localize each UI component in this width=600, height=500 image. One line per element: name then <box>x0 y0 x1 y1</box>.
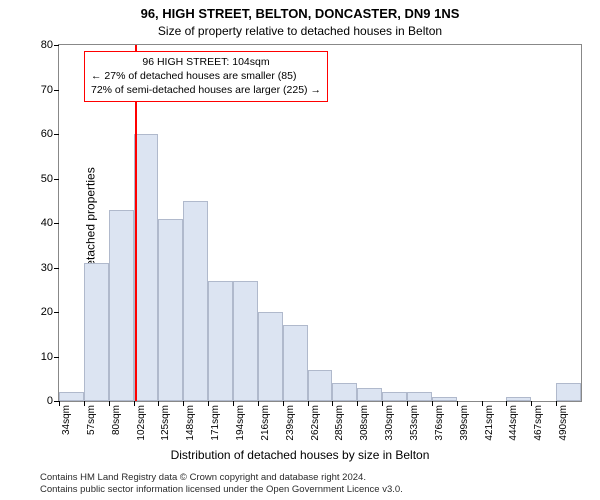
x-tick-mark <box>134 401 135 406</box>
histogram-bar <box>506 397 531 401</box>
x-tick-mark <box>233 401 234 406</box>
x-tick-mark <box>84 401 85 406</box>
x-tick-mark <box>432 401 433 406</box>
y-tick-label: 60 <box>41 128 53 140</box>
x-tick-mark <box>208 401 209 406</box>
histogram-bar <box>357 388 382 401</box>
annotation-box: 96 HIGH STREET: 104sqm← 27% of detached … <box>84 51 328 102</box>
x-tick-label: 171sqm <box>210 405 221 441</box>
y-tick-label: 80 <box>41 39 53 51</box>
histogram-bar <box>208 281 233 401</box>
y-tick-mark <box>54 312 59 313</box>
y-tick-mark <box>54 223 59 224</box>
x-tick-label: 57sqm <box>86 405 97 435</box>
y-tick-mark <box>54 90 59 91</box>
histogram-bar <box>59 392 84 401</box>
x-tick-mark <box>382 401 383 406</box>
x-tick-label: 285sqm <box>334 405 345 441</box>
x-tick-mark <box>531 401 532 406</box>
x-tick-mark <box>283 401 284 406</box>
y-tick-label: 30 <box>41 262 53 274</box>
histogram-bar <box>183 201 208 401</box>
y-tick-label: 40 <box>41 217 53 229</box>
x-tick-label: 102sqm <box>136 405 147 441</box>
y-tick-mark <box>54 134 59 135</box>
x-tick-label: 148sqm <box>185 405 196 441</box>
histogram-bar <box>109 210 134 401</box>
annotation-line: 72% of semi-detached houses are larger (… <box>91 83 321 97</box>
chart-subtitle: Size of property relative to detached ho… <box>0 24 600 38</box>
x-tick-label: 353sqm <box>409 405 420 441</box>
x-tick-label: 444sqm <box>508 405 519 441</box>
x-tick-label: 262sqm <box>310 405 321 441</box>
y-tick-mark <box>54 45 59 46</box>
attribution: Contains HM Land Registry data © Crown c… <box>40 472 403 496</box>
histogram-bar <box>308 370 333 401</box>
x-tick-label: 330sqm <box>384 405 395 441</box>
histogram-bar <box>233 281 258 401</box>
x-tick-label: 34sqm <box>61 405 72 435</box>
annotation-line: 96 HIGH STREET: 104sqm <box>91 55 321 69</box>
y-tick-mark <box>54 179 59 180</box>
histogram-bar <box>556 383 581 401</box>
attribution-line: Contains HM Land Registry data © Crown c… <box>40 472 403 484</box>
x-axis-label: Distribution of detached houses by size … <box>0 448 600 462</box>
plot-area: 0102030405060708034sqm57sqm80sqm102sqm12… <box>58 44 582 402</box>
x-tick-mark <box>407 401 408 406</box>
histogram-bar <box>158 219 183 401</box>
x-tick-mark <box>556 401 557 406</box>
histogram-bar <box>382 392 407 401</box>
x-tick-label: 80sqm <box>111 405 122 435</box>
histogram-bar <box>332 383 357 401</box>
x-tick-label: 376sqm <box>434 405 445 441</box>
y-tick-label: 50 <box>41 173 53 185</box>
x-tick-label: 467sqm <box>533 405 544 441</box>
x-tick-label: 216sqm <box>260 405 271 441</box>
x-tick-label: 490sqm <box>558 405 569 441</box>
y-tick-mark <box>54 268 59 269</box>
histogram-bar <box>407 392 432 401</box>
y-tick-label: 20 <box>41 306 53 318</box>
x-tick-mark <box>158 401 159 406</box>
x-tick-label: 308sqm <box>359 405 370 441</box>
y-tick-label: 10 <box>41 351 53 363</box>
x-tick-mark <box>457 401 458 406</box>
x-tick-mark <box>59 401 60 406</box>
y-tick-label: 0 <box>47 395 53 407</box>
histogram-bar <box>283 325 308 401</box>
x-tick-mark <box>357 401 358 406</box>
x-tick-mark <box>183 401 184 406</box>
x-tick-mark <box>332 401 333 406</box>
y-tick-mark <box>54 357 59 358</box>
x-tick-mark <box>109 401 110 406</box>
annotation-line: ← 27% of detached houses are smaller (85… <box>91 69 321 83</box>
x-tick-label: 239sqm <box>285 405 296 441</box>
x-tick-mark <box>482 401 483 406</box>
attribution-line: Contains public sector information licen… <box>40 484 403 496</box>
chart-container: 96, HIGH STREET, BELTON, DONCASTER, DN9 … <box>0 0 600 500</box>
histogram-bar <box>84 263 109 401</box>
x-tick-mark <box>258 401 259 406</box>
histogram-bar <box>432 397 457 401</box>
x-tick-label: 421sqm <box>484 405 495 441</box>
chart-title: 96, HIGH STREET, BELTON, DONCASTER, DN9 … <box>0 6 600 21</box>
x-tick-label: 125sqm <box>160 405 171 441</box>
x-tick-mark <box>308 401 309 406</box>
x-tick-mark <box>506 401 507 406</box>
x-tick-label: 399sqm <box>459 405 470 441</box>
x-tick-label: 194sqm <box>235 405 246 441</box>
histogram-bar <box>258 312 283 401</box>
y-tick-label: 70 <box>41 84 53 96</box>
